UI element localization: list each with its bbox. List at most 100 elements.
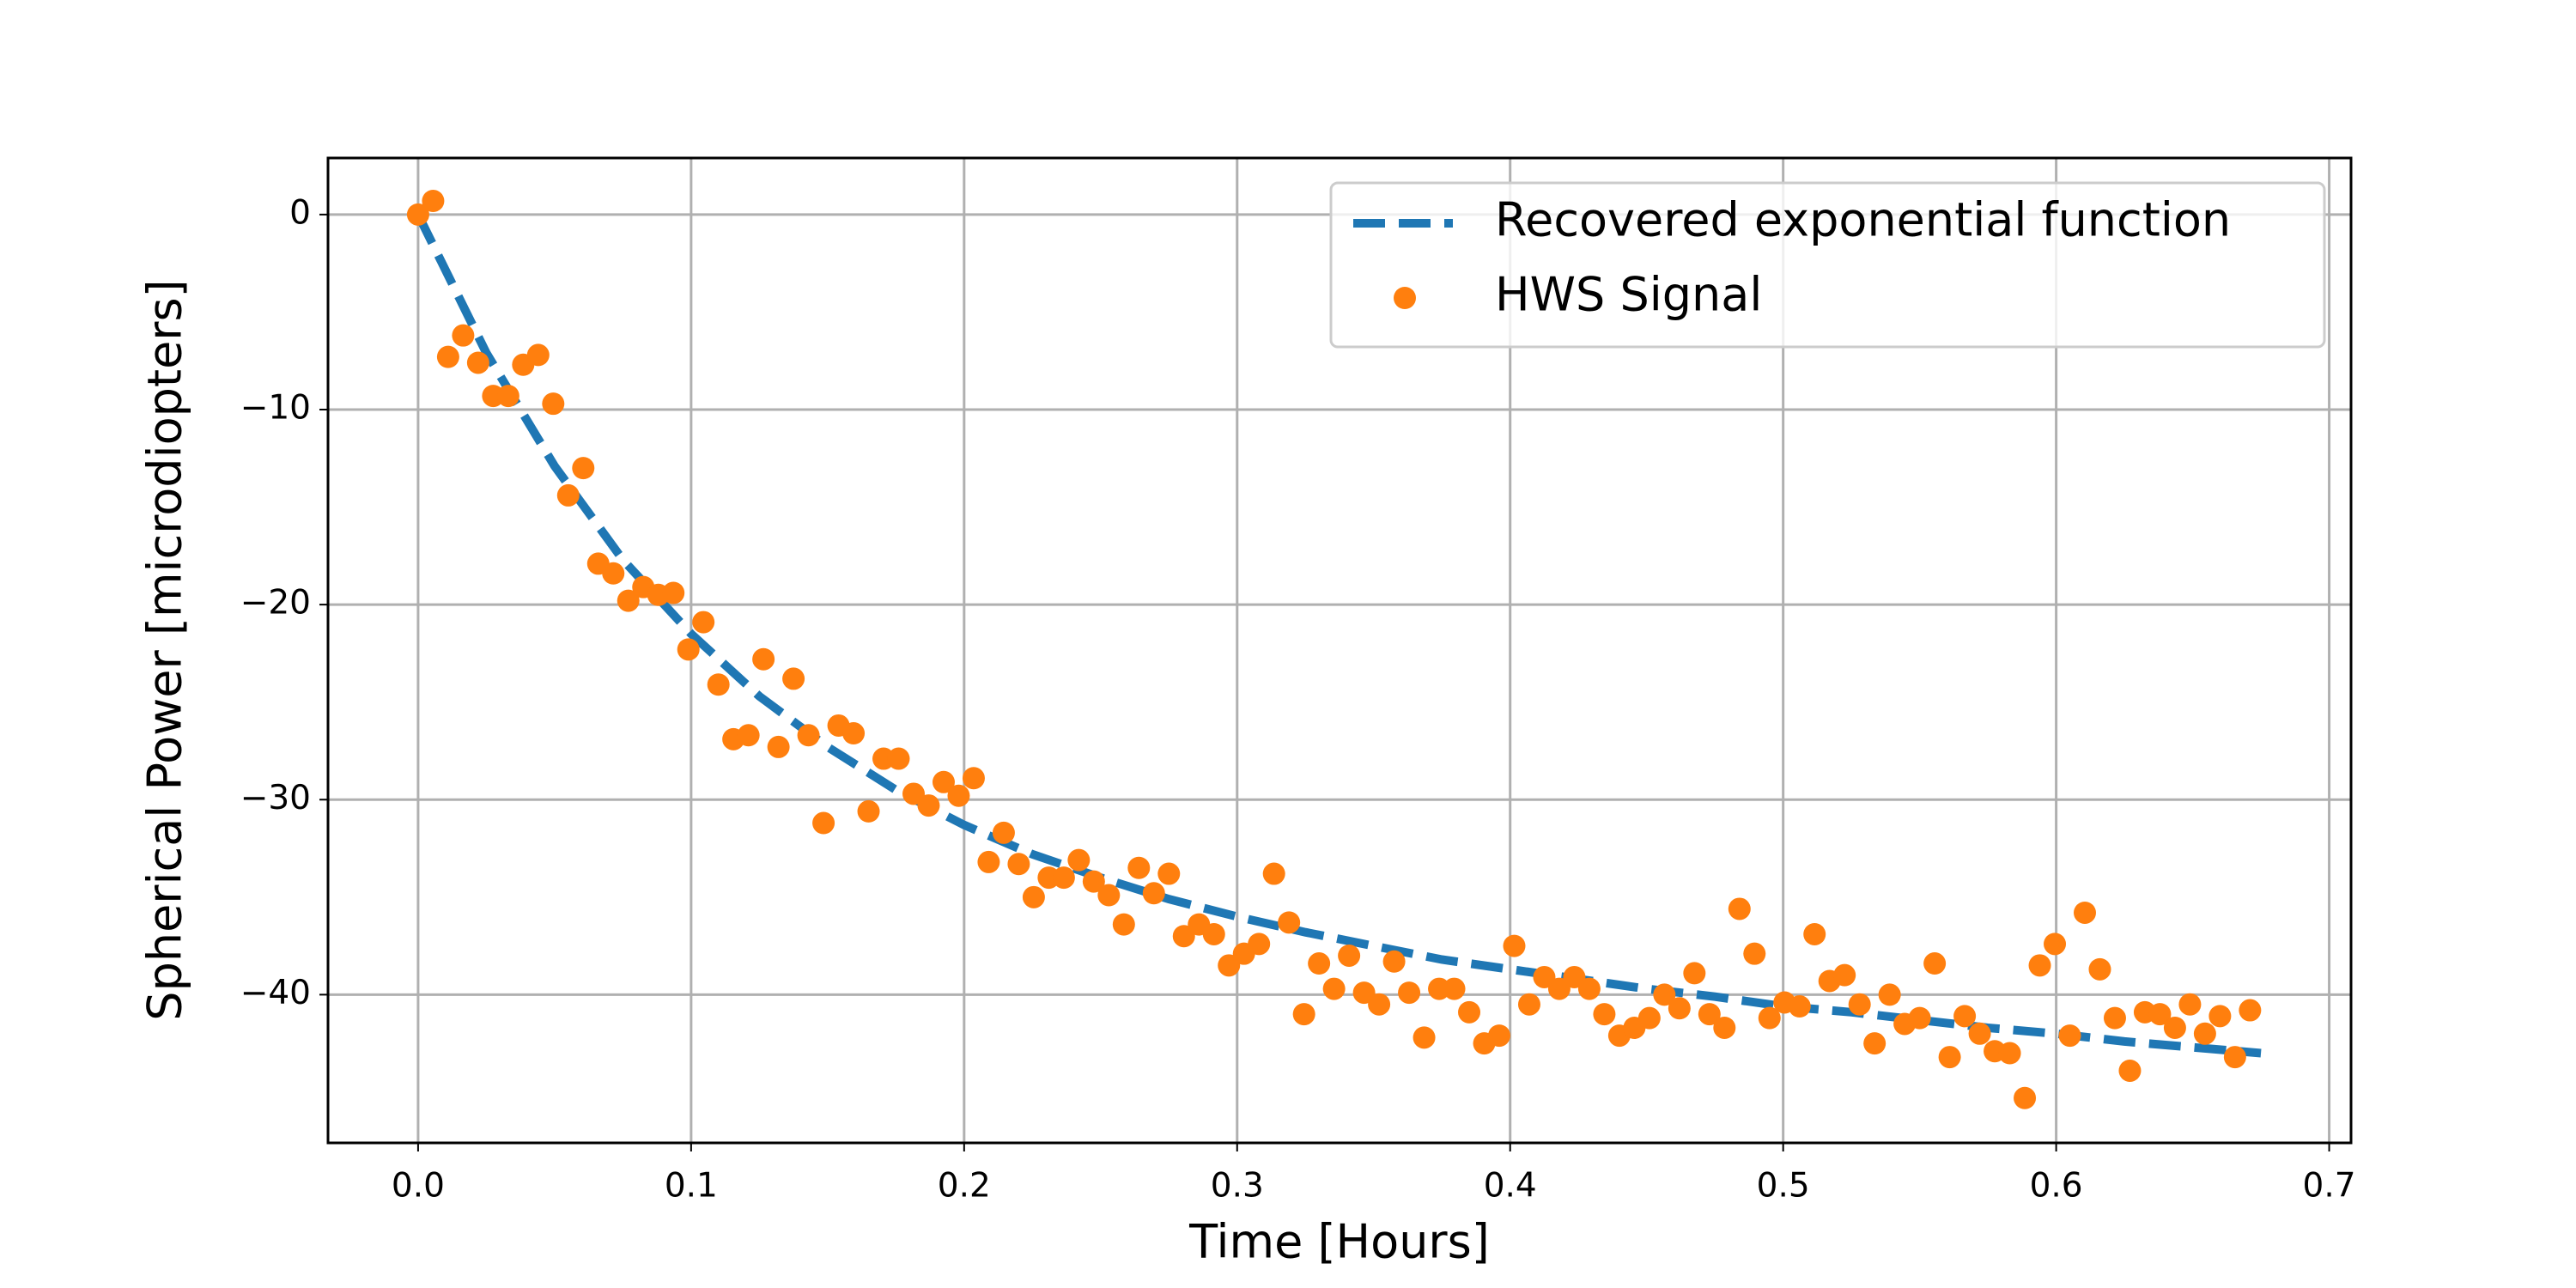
- data-point: [1248, 933, 1271, 956]
- data-point: [1833, 963, 1856, 987]
- data-point: [452, 324, 475, 347]
- data-point: [2239, 999, 2262, 1022]
- data-point: [1097, 884, 1121, 907]
- data-point: [1413, 1026, 1436, 1049]
- data-point: [1503, 934, 1526, 957]
- data-point: [2014, 1086, 2037, 1109]
- y-axis-label: Spherical Power [microdiopters]: [138, 279, 192, 1020]
- data-point: [707, 673, 730, 696]
- data-point: [2193, 1022, 2216, 1045]
- data-point: [542, 392, 565, 416]
- data-point: [752, 647, 775, 671]
- data-point: [692, 611, 715, 634]
- data-point: [572, 457, 595, 480]
- data-point: [1142, 882, 1165, 905]
- data-point: [662, 581, 685, 605]
- data-point: [812, 811, 835, 835]
- x-tick-label: 0.6: [2030, 1167, 2083, 1206]
- data-point: [1728, 897, 1751, 920]
- data-point: [2103, 1006, 2126, 1030]
- data-point: [842, 722, 866, 745]
- x-tick-label: 0.0: [392, 1167, 445, 1206]
- data-point: [526, 343, 550, 367]
- data-point: [1338, 944, 1361, 967]
- data-point: [1908, 1006, 1931, 1030]
- data-point: [1368, 993, 1391, 1016]
- data-point: [1443, 977, 1466, 1000]
- y-tick-label: 0: [289, 193, 311, 232]
- data-point: [1308, 952, 1331, 975]
- legend-marker: [1394, 287, 1416, 309]
- data-point: [1563, 965, 1586, 988]
- data-point: [1878, 983, 1901, 1006]
- x-tick-label: 0.3: [1211, 1167, 1264, 1206]
- data-point: [1262, 862, 1285, 885]
- data-point: [1968, 1022, 1991, 1045]
- data-point: [2044, 933, 2067, 956]
- data-point: [1637, 1006, 1661, 1030]
- data-point: [1067, 848, 1091, 872]
- data-point: [1547, 977, 1571, 1000]
- data-point: [737, 724, 760, 747]
- data-point: [1218, 954, 1241, 977]
- data-point: [1863, 1032, 1886, 1055]
- data-point: [1382, 950, 1406, 973]
- data-point: [1848, 993, 1871, 1016]
- data-point: [1923, 952, 1947, 975]
- data-point: [1352, 981, 1376, 1005]
- data-point: [1713, 1016, 1736, 1039]
- data-point: [677, 638, 700, 661]
- data-point: [1533, 965, 1556, 988]
- data-point: [2118, 1059, 2142, 1082]
- data-point: [1743, 942, 1766, 965]
- data-point: [1758, 1006, 1781, 1030]
- data-point: [1698, 1003, 1721, 1026]
- data-point: [602, 562, 625, 585]
- y-tick-label: −10: [240, 388, 311, 427]
- data-point: [1112, 913, 1135, 936]
- data-point: [436, 345, 459, 368]
- data-point: [1127, 856, 1151, 879]
- y-tick-label: −40: [240, 974, 311, 1012]
- data-point: [422, 189, 445, 212]
- data-point: [857, 799, 880, 823]
- x-tick-label: 0.2: [938, 1167, 991, 1206]
- data-point: [2148, 1003, 2172, 1026]
- data-point: [2088, 957, 2111, 981]
- x-tick-label: 0.1: [665, 1167, 718, 1206]
- data-point: [902, 782, 925, 805]
- data-point: [1278, 911, 1301, 934]
- data-point: [1398, 981, 1421, 1005]
- data-point: [2058, 1024, 2081, 1048]
- data-point: [1653, 983, 1676, 1006]
- data-point: [2074, 901, 2096, 924]
- legend-box: [1329, 181, 2326, 349]
- data-point: [887, 747, 910, 770]
- data-point: [2223, 1046, 2246, 1069]
- data-point: [1322, 977, 1346, 1000]
- legend-label: HWS Signal: [1495, 268, 1762, 322]
- data-point: [767, 735, 790, 758]
- data-point: [1172, 925, 1195, 948]
- data-point: [1292, 1003, 1315, 1026]
- data-point: [992, 821, 1015, 844]
- data-point: [617, 589, 640, 612]
- data-point: [1517, 993, 1540, 1016]
- x-tick-label: 0.5: [1757, 1167, 1810, 1206]
- data-point: [1007, 853, 1030, 876]
- data-point: [1082, 870, 1105, 893]
- data-point: [797, 724, 820, 747]
- data-point: [947, 784, 970, 807]
- data-point: [1803, 922, 1826, 945]
- y-tick-label: −20: [240, 584, 311, 623]
- y-tick-label: −30: [240, 779, 311, 817]
- fit-line: [414, 212, 2262, 1058]
- data-point: [2028, 954, 2051, 977]
- legend-label: Recovered exponential function: [1495, 193, 2231, 247]
- data-point: [1022, 885, 1045, 908]
- data-point: [962, 767, 985, 790]
- data-point: [932, 770, 955, 793]
- data-point: [1202, 922, 1225, 945]
